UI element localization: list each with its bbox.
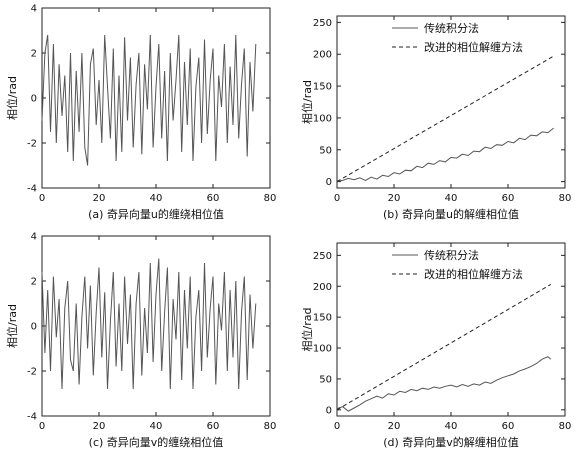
y-tick-label: 0 <box>326 405 332 416</box>
y-tick-label: 100 <box>313 113 332 124</box>
y-tick-label: 4 <box>31 4 37 15</box>
series-line-integral <box>336 356 552 412</box>
panel-caption: (b) 奇异向量u的解缠相位值 <box>383 207 519 221</box>
legend-label: 传统积分法 <box>424 21 479 35</box>
series-line-integral <box>41 34 257 166</box>
y-tick-label: 4 <box>31 232 37 243</box>
x-tick-label: 60 <box>502 421 515 432</box>
x-tick-label: 0 <box>39 193 45 204</box>
plot-frame <box>41 235 271 417</box>
chart-panel-a: 0 20 40 60 80 -4 -2 0 2 4 相位/rad (a) 奇异向量u的缠绕相位值 <box>5 4 276 222</box>
x-tick-label: 20 <box>93 421 106 432</box>
y-axis-label: 相位/rad <box>300 308 314 352</box>
y-tick-label: 2 <box>31 277 37 288</box>
x-tick-label: 20 <box>388 421 401 432</box>
panel-caption: (c) 奇异向量v的缠绕相位值 <box>89 435 224 449</box>
chart-panel-b: 0 20 40 60 80 0 50 100 150 200 250 相位/rad (b) 奇异向量u的… <box>300 15 572 221</box>
x-tick-label: 60 <box>207 421 220 432</box>
x-tick-label: 40 <box>445 421 458 432</box>
chart-panel-c: 0 20 40 60 80 -4 -2 0 2 4 相位/rad (c) 奇异向量v的缠绕相位值 <box>5 232 276 450</box>
y-axis-label: 相位/rad <box>300 80 314 124</box>
y-tick-label: 150 <box>313 313 332 324</box>
y-tick-label: 250 <box>313 18 332 29</box>
series-line-integral <box>41 258 257 390</box>
y-tick-label: 2 <box>31 49 37 60</box>
y-tick-label: -4 <box>27 412 37 423</box>
x-tick-label: 0 <box>39 421 45 432</box>
x-tick-label: 80 <box>264 421 277 432</box>
y-tick-label: -2 <box>27 139 37 150</box>
y-tick-label: 200 <box>313 50 332 61</box>
y-tick-label: 0 <box>31 322 37 333</box>
y-tick-label: 200 <box>313 282 332 293</box>
panel-caption: (a) 奇异向量u的缠绕相位值 <box>88 207 224 221</box>
panel-caption: (d) 奇异向量v的解缠相位值 <box>383 435 519 449</box>
x-tick-label: 80 <box>264 193 277 204</box>
x-tick-label: 40 <box>150 193 163 204</box>
x-tick-label: 40 <box>150 421 163 432</box>
x-tick-label: 20 <box>93 193 106 204</box>
x-tick-label: 40 <box>445 193 458 204</box>
y-tick-label: 250 <box>313 251 332 262</box>
x-tick-label: 0 <box>334 193 340 204</box>
y-axis-label: 相位/rad <box>5 304 19 348</box>
chart-panel-d: 0 20 40 60 80 0 50 100 150 200 250 相位/rad (d) 奇异向量v的… <box>300 242 572 449</box>
y-tick-label: 150 <box>313 82 332 93</box>
series-line-integral <box>336 127 554 183</box>
y-tick-label: -2 <box>27 367 37 378</box>
y-tick-label: 0 <box>31 94 37 105</box>
y-tick-label: 100 <box>313 344 332 355</box>
x-tick-label: 0 <box>334 421 340 432</box>
x-tick-label: 80 <box>559 421 572 432</box>
y-tick-label: 50 <box>319 374 332 385</box>
legend-label: 改进的相位解缠方法 <box>424 267 523 281</box>
x-tick-label: 60 <box>207 193 220 204</box>
legend-label: 传统积分法 <box>424 248 479 262</box>
y-tick-label: -4 <box>27 184 37 195</box>
legend-label: 改进的相位解缠方法 <box>424 40 523 54</box>
series-line-improved-unwrap <box>336 55 554 183</box>
x-tick-label: 80 <box>559 193 572 204</box>
y-axis-label: 相位/rad <box>5 76 19 120</box>
y-tick-label: 50 <box>319 145 332 156</box>
x-tick-label: 20 <box>388 193 401 204</box>
series-line-improved-unwrap <box>336 283 552 411</box>
y-tick-label: 0 <box>326 177 332 188</box>
x-tick-label: 60 <box>502 193 515 204</box>
